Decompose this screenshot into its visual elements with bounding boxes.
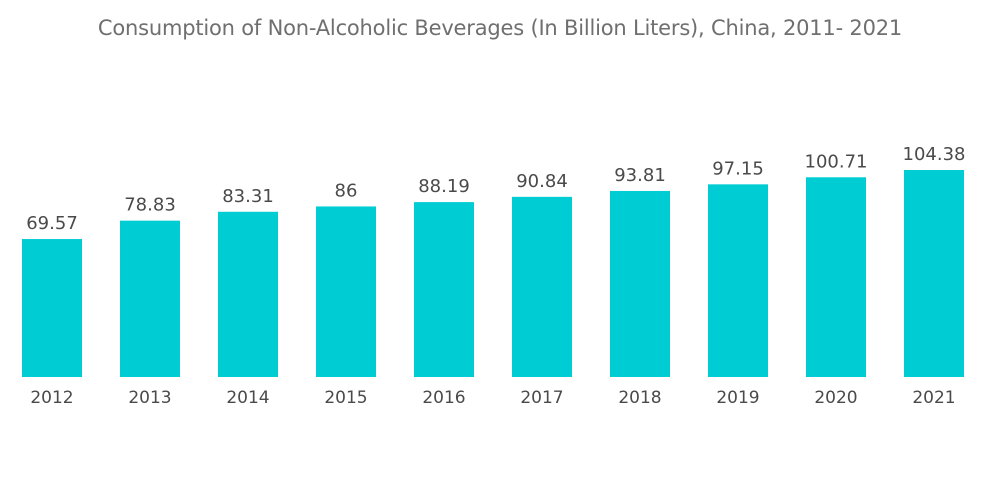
value-label-2020: 100.71 [805,151,868,172]
x-axis-ticks: 2012 2013 2014 2015 2016 2017 2018 2019 2020 2021 [30,388,955,408]
value-label-2017: 90.84 [516,171,568,192]
x-tick-2021: 2021 [912,388,955,408]
bar-2014 [218,211,278,377]
bar-2019 [708,184,768,377]
value-label-2014: 83.31 [222,186,274,207]
value-label-2015: 86 [335,180,358,201]
bar-2017 [512,196,572,377]
x-tick-2018: 2018 [618,388,661,408]
x-tick-2017: 2017 [520,388,563,408]
value-label-2021: 104.38 [903,144,966,165]
bar-2018 [610,190,670,377]
value-label-2012: 69.57 [26,213,78,234]
bars-group [22,170,964,377]
value-labels-group: 69.57 78.83 83.31 86 88.19 90.84 93.81 97.15 100… [26,144,965,234]
value-label-2013: 78.83 [124,195,176,216]
bar-2012 [22,239,82,377]
x-tick-2014: 2014 [226,388,269,408]
bar-2015 [316,206,376,377]
x-tick-2015: 2015 [324,388,367,408]
x-tick-2013: 2013 [128,388,171,408]
bar-2013 [120,220,180,377]
bar-2016 [414,202,474,377]
bar-2020 [806,177,866,377]
x-tick-2020: 2020 [814,388,857,408]
value-label-2016: 88.19 [418,176,470,197]
bar-2021 [904,170,964,377]
chart-title: Consumption of Non-Alcoholic Beverages (… [97,16,903,40]
value-label-2019: 97.15 [712,158,764,179]
value-label-2018: 93.81 [614,165,666,186]
x-tick-2016: 2016 [422,388,465,408]
x-tick-2012: 2012 [30,388,73,408]
x-tick-2019: 2019 [716,388,759,408]
